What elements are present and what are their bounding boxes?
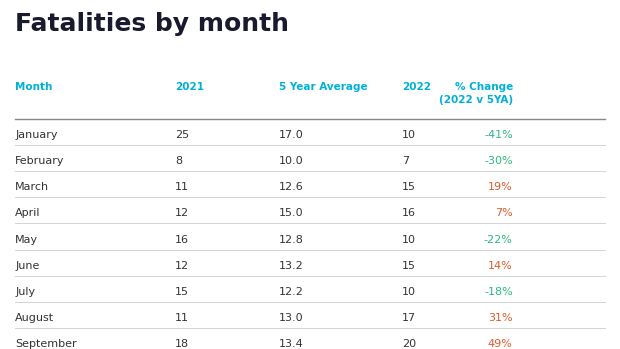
Text: March: March: [15, 183, 49, 192]
Text: 2022: 2022: [402, 82, 431, 92]
Text: 15: 15: [402, 261, 416, 271]
Text: 8: 8: [175, 156, 182, 166]
Text: February: February: [15, 156, 64, 166]
Text: Month: Month: [15, 82, 53, 92]
Text: May: May: [15, 235, 38, 245]
Text: 10: 10: [402, 287, 416, 297]
Text: 7: 7: [402, 156, 409, 166]
Text: 15.0: 15.0: [279, 208, 304, 218]
Text: % Change
(2022 v 5YA): % Change (2022 v 5YA): [438, 82, 513, 105]
Text: 17: 17: [402, 313, 416, 323]
Text: 12.8: 12.8: [279, 235, 304, 245]
Text: 12: 12: [175, 208, 189, 218]
Text: July: July: [15, 287, 35, 297]
Text: 10.0: 10.0: [279, 156, 304, 166]
Text: -41%: -41%: [484, 130, 513, 140]
Text: 12: 12: [175, 261, 189, 271]
Text: 15: 15: [175, 287, 189, 297]
Text: 17.0: 17.0: [279, 130, 304, 140]
Text: 15: 15: [402, 183, 416, 192]
Text: 2021: 2021: [175, 82, 204, 92]
Text: Fatalities by month: Fatalities by month: [15, 12, 289, 36]
Text: 49%: 49%: [488, 339, 513, 349]
Text: June: June: [15, 261, 40, 271]
Text: 11: 11: [175, 313, 189, 323]
Text: -22%: -22%: [484, 235, 513, 245]
Text: 5 Year Average: 5 Year Average: [279, 82, 368, 92]
Text: 31%: 31%: [488, 313, 513, 323]
Text: January: January: [15, 130, 58, 140]
Text: 20: 20: [402, 339, 416, 349]
Text: 16: 16: [175, 235, 189, 245]
Text: April: April: [15, 208, 40, 218]
Text: 13.2: 13.2: [279, 261, 304, 271]
Text: 19%: 19%: [488, 183, 513, 192]
Text: -30%: -30%: [484, 156, 513, 166]
Text: 10: 10: [402, 130, 416, 140]
Text: 16: 16: [402, 208, 416, 218]
Text: 13.0: 13.0: [279, 313, 304, 323]
Text: September: September: [15, 339, 77, 349]
Text: 13.4: 13.4: [279, 339, 304, 349]
Text: 10: 10: [402, 235, 416, 245]
Text: 11: 11: [175, 183, 189, 192]
Text: 14%: 14%: [488, 261, 513, 271]
Text: -18%: -18%: [484, 287, 513, 297]
Text: August: August: [15, 313, 54, 323]
Text: 12.6: 12.6: [279, 183, 304, 192]
Text: 12.2: 12.2: [279, 287, 304, 297]
Text: 7%: 7%: [495, 208, 513, 218]
Text: 18: 18: [175, 339, 189, 349]
Text: 25: 25: [175, 130, 189, 140]
